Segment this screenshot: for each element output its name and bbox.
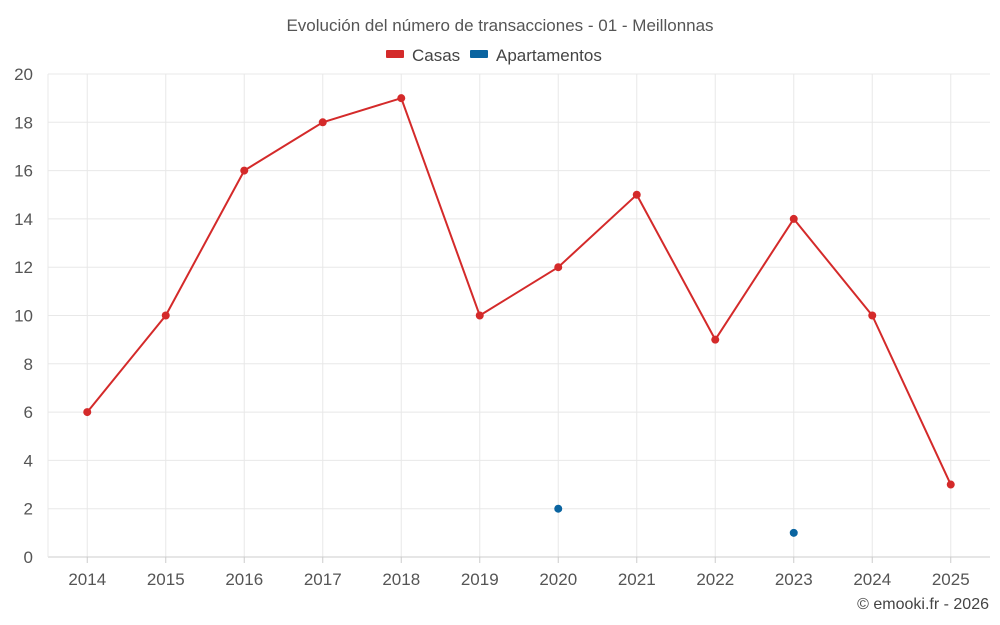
x-tick-label: 2016	[225, 570, 263, 589]
x-tick-label: 2015	[147, 570, 185, 589]
y-tick-label: 20	[14, 65, 33, 84]
data-point-casas-2019[interactable]	[475, 311, 484, 320]
x-tick-label: 2019	[461, 570, 499, 589]
x-tick-label: 2018	[382, 570, 420, 589]
y-tick-label: 6	[24, 403, 33, 422]
x-tick-label: 2022	[696, 570, 734, 589]
x-tick-label: 2024	[853, 570, 891, 589]
x-tick-label: 2020	[539, 570, 577, 589]
data-point-casas-2020[interactable]	[554, 263, 563, 272]
data-point-apartamentos-2023[interactable]	[789, 528, 798, 537]
data-point-casas-2015[interactable]	[161, 311, 170, 320]
y-tick-label: 12	[14, 258, 33, 277]
data-point-casas-2017[interactable]	[318, 118, 327, 127]
legend-label-casas: Casas	[412, 46, 460, 65]
data-point-casas-2014[interactable]	[83, 408, 92, 417]
grid	[48, 73, 990, 557]
legend-swatch-apartamentos	[470, 50, 488, 58]
y-tick-label: 8	[24, 355, 33, 374]
legend-item-casas[interactable]: Casas	[386, 46, 460, 65]
x-tick-label: 2023	[775, 570, 813, 589]
x-tick-label: 2014	[68, 570, 106, 589]
y-tick-label: 0	[24, 548, 33, 567]
series	[83, 94, 955, 537]
y-tick-label: 16	[14, 162, 33, 181]
legend-swatch-casas	[386, 50, 404, 58]
legend-item-apartamentos[interactable]: Apartamentos	[470, 46, 602, 65]
series-line-casas	[86, 97, 952, 485]
y-tick-label: 4	[24, 451, 33, 470]
y-tick-label: 14	[14, 210, 33, 229]
data-point-casas-2016[interactable]	[240, 166, 249, 175]
y-tick-label: 18	[14, 113, 33, 132]
legend: Casas Apartamentos	[386, 46, 602, 65]
y-tick-label: 2	[24, 500, 33, 519]
data-point-casas-2018[interactable]	[397, 94, 406, 103]
data-point-casas-2023[interactable]	[789, 214, 798, 223]
data-point-apartamentos-2020[interactable]	[554, 504, 563, 513]
data-point-casas-2021[interactable]	[632, 190, 641, 199]
credit-text: © emooki.fr - 2026	[857, 596, 989, 613]
x-tick-label: 2021	[618, 570, 656, 589]
data-point-casas-2022[interactable]	[711, 335, 720, 344]
axes: 0 2 4 6 8 10 12 14 16 18 20 2014 2015 2016 2017 2018 201…	[14, 65, 990, 589]
data-point-casas-2024[interactable]	[868, 311, 877, 320]
x-tick-label: 2025	[932, 570, 970, 589]
legend-label-apartamentos: Apartamentos	[496, 46, 602, 65]
data-point-casas-2025[interactable]	[946, 480, 955, 489]
chart-title: Evolución del número de transacciones - …	[286, 16, 713, 35]
y-tick-label: 10	[14, 307, 33, 326]
x-tick-label: 2017	[304, 570, 342, 589]
